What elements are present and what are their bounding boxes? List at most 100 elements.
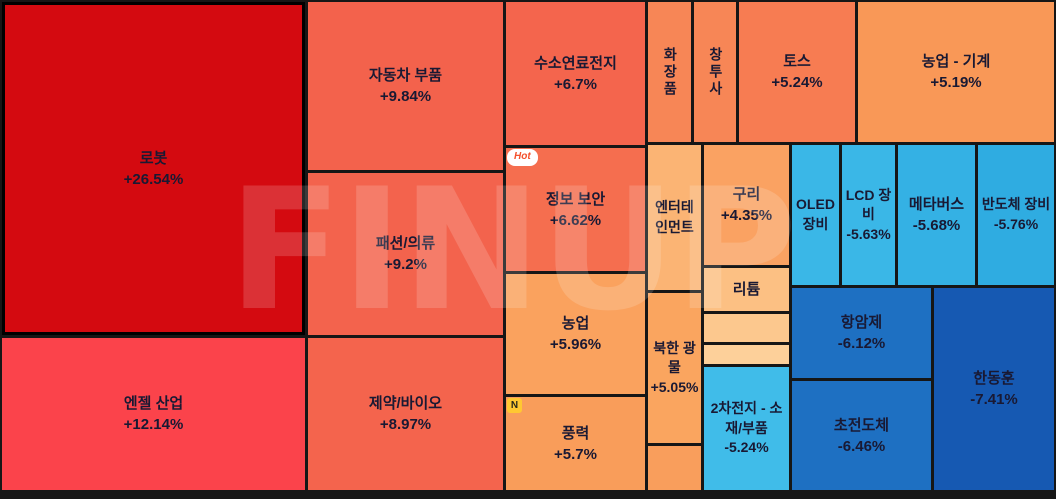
tile-content: 화장품 <box>648 47 691 98</box>
tile-content: 제약/바이오 +8.97% <box>308 393 503 435</box>
treemap-tile[interactable]: 메타버스 -5.68% <box>898 145 975 285</box>
tile-change: -7.41% <box>970 391 1018 408</box>
treemap-tile[interactable] <box>704 314 789 342</box>
tile-change: +8.97% <box>379 416 432 433</box>
tile-name: 리튬 <box>732 281 761 298</box>
treemap-tile[interactable]: 엔젤 산업 +12.14% <box>2 338 305 490</box>
tile-name: 수소연료전지 <box>534 54 617 72</box>
tile-change: -5.76% <box>993 216 1039 232</box>
new-badge: N <box>507 398 522 413</box>
tile-name: 농업 <box>561 315 590 332</box>
treemap-tile[interactable]: 창투사 <box>694 2 736 142</box>
tile-name: 화장품 <box>662 46 679 98</box>
tile-content: 풍력 +5.7% <box>506 423 645 465</box>
treemap-tile[interactable]: 농업 +5.96% <box>506 274 645 394</box>
tile-content: 항암제 -6.12% <box>792 312 931 354</box>
tile-change: +5.96% <box>549 336 602 353</box>
tile-change: +6.62% <box>549 211 602 229</box>
tile-content: 농업 +5.96% <box>506 313 645 355</box>
treemap-tile[interactable]: 토스 +5.24% <box>739 2 855 142</box>
treemap-tile[interactable]: Hot 정보 보안 +6.62% <box>506 148 645 271</box>
treemap-tile[interactable] <box>704 345 789 364</box>
tile-content: 토스 +5.24% <box>739 51 855 93</box>
treemap-tile[interactable]: 북한 광물 +5.05% <box>648 293 701 443</box>
tile-name: 창투사 <box>707 46 724 98</box>
treemap-tile[interactable]: 패션/의류 +9.2% <box>308 173 503 335</box>
tile-content: 초전도체 -6.46% <box>792 415 931 457</box>
tile-content: OLED 장비 <box>792 195 839 234</box>
tile-name: 풍력 <box>561 424 590 442</box>
tile-name: 2차전지 - 소재/부품 <box>710 400 783 436</box>
tile-content: 한동훈 -7.41% <box>934 368 1054 410</box>
tile-name: 북한 광물 <box>653 339 696 376</box>
treemap-tile[interactable]: 반도체 장비 -5.76% <box>978 145 1054 285</box>
tile-content: 엔터테인먼트 <box>648 198 701 237</box>
tile-change: -6.46% <box>837 437 886 455</box>
tile-name: 패션/의류 <box>375 235 436 252</box>
tile-content: 엔젤 산업 +12.14% <box>2 393 305 435</box>
treemap-tile[interactable]: 항암제 -6.12% <box>792 288 931 378</box>
tile-change: +12.14% <box>123 416 184 433</box>
tile-content: 북한 광물 +5.05% <box>648 339 701 398</box>
tile-content: 정보 보안 +6.62% <box>506 189 645 231</box>
treemap-tile[interactable]: 자동차 부품 +9.84% <box>308 2 503 170</box>
tile-content: 메타버스 -5.68% <box>898 194 975 236</box>
tile-name: 제약/바이오 <box>368 395 443 412</box>
tile-name: 자동차 부품 <box>368 67 443 84</box>
treemap-tile[interactable]: 농업 - 기계 +5.19% <box>858 2 1054 142</box>
tile-content: LCD 장비 -5.63% <box>842 186 895 245</box>
treemap-tile[interactable] <box>648 446 701 490</box>
tile-name: 로봇 <box>139 149 168 167</box>
tile-change: +5.19% <box>930 74 982 91</box>
tile-change: -5.68% <box>912 217 961 234</box>
treemap-tile[interactable]: 초전도체 -6.46% <box>792 381 931 490</box>
tile-name: 항암제 <box>840 314 883 331</box>
tile-change: +26.54% <box>123 170 184 188</box>
tile-change: +6.7% <box>554 75 597 93</box>
tile-change: +9.84% <box>379 88 432 105</box>
tile-content: 자동차 부품 +9.84% <box>308 65 503 107</box>
treemap-tile[interactable]: 화장품 <box>648 2 691 142</box>
tile-change: +4.35% <box>720 207 773 224</box>
tile-name: 반도체 장비 <box>981 196 1051 213</box>
tile-name: 메타버스 <box>908 196 965 213</box>
tile-name: 엔젤 산업 <box>123 395 184 412</box>
tile-change: +5.05% <box>650 378 699 395</box>
treemap-tile[interactable]: 2차전지 - 소재/부품 -5.24% <box>704 367 789 490</box>
treemap-tile[interactable]: LCD 장비 -5.63% <box>842 145 895 285</box>
tile-change: +5.7% <box>554 445 597 463</box>
treemap-tile[interactable]: OLED 장비 <box>792 145 839 285</box>
treemap-tile[interactable]: 리튬 <box>704 268 789 311</box>
tile-name: 토스 <box>783 53 811 70</box>
tile-content: 반도체 장비 -5.76% <box>978 195 1054 234</box>
tile-name: 한동훈 <box>973 370 1015 387</box>
tile-name: 초전도체 <box>833 416 890 434</box>
tile-content: 패션/의류 +9.2% <box>308 233 503 275</box>
tile-name: 농업 - 기계 <box>921 53 991 70</box>
tile-name: LCD 장비 <box>845 186 892 223</box>
treemap-tile[interactable]: 한동훈 -7.41% <box>934 288 1054 490</box>
tile-name: 구리 <box>732 186 761 203</box>
tile-name: 엔터테인먼트 <box>655 198 694 235</box>
tile-change: +5.24% <box>771 74 823 91</box>
treemap-tile[interactable]: 구리 +4.35% <box>704 145 789 265</box>
tile-content: 창투사 <box>694 47 736 98</box>
tile-content: 구리 +4.35% <box>704 184 789 226</box>
treemap-tile[interactable]: 엔터테인먼트 <box>648 145 701 290</box>
tile-content: 리튬 <box>704 279 789 300</box>
tile-content: 2차전지 - 소재/부품 -5.24% <box>704 399 789 458</box>
tile-content: 농업 - 기계 +5.19% <box>858 51 1054 93</box>
hot-badge: Hot <box>507 149 538 166</box>
tile-change: +9.2% <box>384 256 427 273</box>
tile-content: 로봇 +26.54% <box>5 148 302 190</box>
tile-change: -6.12% <box>837 335 886 352</box>
tile-name: 정보 보안 <box>545 190 606 208</box>
treemap-tile[interactable]: 로봇 +26.54% <box>2 2 305 335</box>
treemap-tile[interactable]: 제약/바이오 +8.97% <box>308 338 503 490</box>
tile-change: -5.63% <box>846 225 891 242</box>
tile-content: 수소연료전지 +6.7% <box>506 53 645 95</box>
treemap-tile[interactable]: N 풍력 +5.7% <box>506 397 645 490</box>
treemap-tile[interactable]: 수소연료전지 +6.7% <box>506 2 645 145</box>
tile-change: -5.24% <box>724 439 769 456</box>
